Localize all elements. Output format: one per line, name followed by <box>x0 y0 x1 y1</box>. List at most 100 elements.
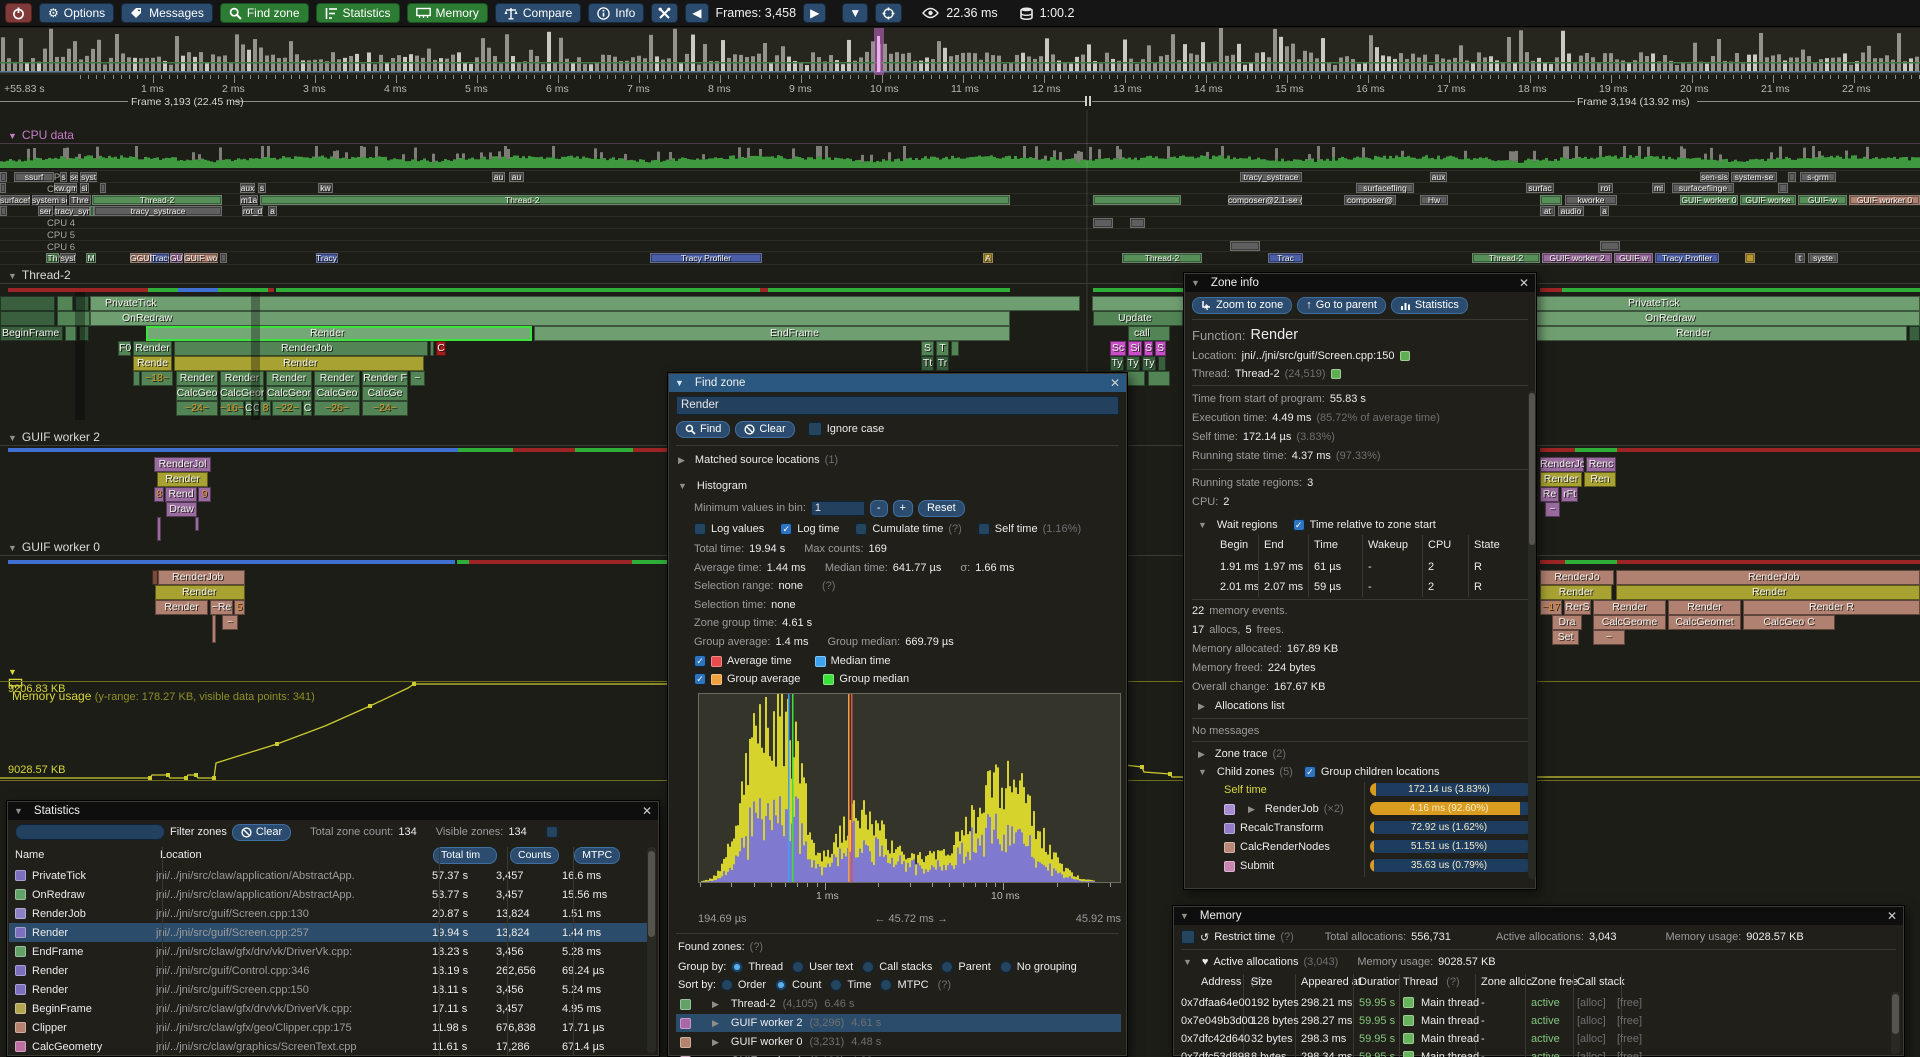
collapse-triangle-icon[interactable]: ▼ <box>675 378 684 388</box>
collapse-triangle-icon[interactable]: ▼ <box>1183 957 1192 967</box>
cpu-zone-chip[interactable]: rot_d <box>242 206 263 217</box>
memory-scrollbar[interactable] <box>1891 992 1900 1054</box>
compare-button[interactable]: Compare <box>494 3 582 23</box>
zone[interactable] <box>152 570 158 585</box>
zone[interactable]: Render <box>176 371 218 386</box>
expand-triangle-icon[interactable]: ▶ <box>1198 700 1205 711</box>
memory-panel-titlebar[interactable]: ▼ Memory ✕ <box>1174 907 1903 925</box>
cpu-zone-chip[interactable] <box>1130 217 1145 228</box>
zone[interactable]: C <box>245 401 252 416</box>
time-ruler[interactable]: +55.83 s 1 ms 2 ms 3 ms 4 ms 5 ms 6 ms 7 ms 8 ms… <box>0 75 1920 95</box>
cpu-zone-chip[interactable]: surfac <box>1526 183 1554 194</box>
zone[interactable]: RenderJo <box>1540 457 1584 472</box>
cpu-zone-chip[interactable] <box>90 206 94 217</box>
memory-column-call-stack[interactable]: Call stack <box>1577 976 1625 988</box>
zone[interactable]: CalcGeome <box>220 386 264 401</box>
zone[interactable]: ~17 <box>1540 600 1562 615</box>
log-time-checkbox[interactable]: ✓ <box>780 523 793 535</box>
zone[interactable]: C <box>436 341 446 356</box>
memory-button[interactable]: Memory <box>406 3 488 23</box>
info-button[interactable]: Info <box>588 3 645 23</box>
self-time-checkbox[interactable] <box>977 523 990 535</box>
time-relative-checkbox[interactable]: ✓ <box>1292 519 1305 531</box>
cpu-zone-chip[interactable]: s <box>258 183 266 194</box>
filter-zones-input[interactable] <box>15 824 165 840</box>
sort-by-time[interactable] <box>830 979 843 991</box>
options-button[interactable]: ⚙ Options <box>39 3 115 23</box>
cpu-zone-chip[interactable]: M <box>86 252 96 263</box>
cpu-zone-chip[interactable]: sysl <box>60 252 76 263</box>
child-zones-label[interactable]: Child zones <box>1216 766 1275 778</box>
cpu-zone-chip[interactable]: composer@2.1-se (Hw <box>1228 194 1302 205</box>
stats-row[interactable]: CalcGeometry jni/../jni/src/claw/graphics… <box>9 1037 655 1056</box>
cpu-zone-chip[interactable]: Thread-2 <box>92 194 222 205</box>
messages-button[interactable]: Messages <box>121 3 213 23</box>
zone[interactable] <box>1450 311 1920 326</box>
wait-regions-label[interactable]: Wait regions <box>1216 519 1278 531</box>
zone[interactable]: S <box>1144 341 1153 356</box>
memory-column-zone-alloc[interactable]: Zone alloc <box>1481 976 1532 988</box>
zone[interactable]: C <box>253 401 259 416</box>
zone[interactable]: CalcGeo C <box>1743 615 1835 630</box>
zone[interactable]: CalcGe <box>362 386 408 401</box>
memory-column-duration[interactable]: Duration <box>1359 976 1401 988</box>
cpu-zone-chip[interactable]: m1a <box>240 194 258 205</box>
zone[interactable]: Tt <box>921 356 934 371</box>
zone[interactable]: Renc <box>1586 457 1616 472</box>
group-by-thread[interactable] <box>731 961 744 973</box>
cpu-zone-chip[interactable]: Thread-2 <box>1472 252 1540 263</box>
zone[interactable] <box>1616 585 1920 600</box>
histogram-section-label[interactable]: Histogram <box>696 480 748 492</box>
stats-row[interactable]: PrivateTick jni/../jni/src/claw/applicati… <box>9 866 655 885</box>
cpu-zone-chip[interactable]: ssurf <box>14 171 54 182</box>
zone[interactable] <box>1909 326 1920 341</box>
group-children-checkbox[interactable]: ✓ <box>1303 766 1316 778</box>
zone[interactable] <box>0 311 55 326</box>
cpu-zone-chip[interactable]: tracy_systrace <box>94 206 222 217</box>
zone[interactable]: ~ <box>1593 630 1625 645</box>
active-allocations-header[interactable]: Active allocations <box>1213 956 1299 968</box>
zone[interactable] <box>65 326 77 341</box>
zone[interactable] <box>1148 371 1170 386</box>
zone[interactable] <box>118 341 131 356</box>
cpu-zone-chip[interactable]: GUIF worke <box>1740 194 1796 205</box>
child-zone-row[interactable]: Submit <box>1224 858 1274 874</box>
go-to-frame-button[interactable]: ▼ <box>842 3 869 23</box>
zone[interactable]: CalcGeome <box>1593 615 1666 630</box>
memory-column-zone-free[interactable]: Zone free <box>1531 976 1579 988</box>
cpu-zone-chip[interactable]: a <box>268 206 277 217</box>
column-header-total-time[interactable]: Total tim <box>433 846 497 864</box>
memory-row[interactable]: 0x7e049b3d00 128 bytes 298.27 ms 59.95 s Mai… <box>1181 1015 1643 1027</box>
cpu-zone-chip[interactable] <box>100 183 106 194</box>
close-icon[interactable]: ✕ <box>1886 909 1897 923</box>
zone[interactable]: Draw <box>166 502 197 517</box>
zone[interactable]: ~ <box>1545 502 1560 517</box>
thread-header[interactable]: ▼ GUIF worker 0 <box>8 540 100 554</box>
location-value[interactable]: jni/../jni/src/guif/Screen.cpp:150 <box>1241 350 1395 362</box>
zone[interactable] <box>57 296 73 311</box>
zone[interactable]: RenderJol <box>154 457 211 472</box>
cpu-zone-chip[interactable]: sen-sis <box>1700 171 1729 182</box>
zone[interactable]: Render R <box>1743 600 1920 615</box>
column-header-mtpc[interactable]: MTPC <box>574 846 621 864</box>
zone-info-titlebar[interactable]: ▼ Zone info ✕ <box>1185 274 1535 292</box>
log-values-checkbox[interactable] <box>694 523 706 535</box>
cpu-zone-chip[interactable]: kworke <box>1565 194 1617 205</box>
frame-label-left[interactable]: Frame 3,193 (22.45 ms) <box>131 96 244 108</box>
sort-by-count[interactable] <box>775 979 788 991</box>
cpu-zone-chip[interactable] <box>0 183 6 194</box>
cpu-zone-chip[interactable]: Tracy <box>151 252 169 263</box>
cpu-zone-chip[interactable]: composer@ <box>1344 194 1396 205</box>
find-zone-button[interactable]: Find zone <box>219 3 309 23</box>
zone[interactable]: Sc <box>1110 341 1126 356</box>
cpu-zone-chip[interactable]: system se <box>32 194 67 205</box>
cpu-zone-chip[interactable]: kw.gm <box>54 183 77 194</box>
legend-checkbox[interactable]: ✓ <box>694 655 706 667</box>
stats-option-checkbox[interactable] <box>545 826 558 838</box>
cpu-zone-chip[interactable]: GGUIF <box>130 252 151 263</box>
memory-row[interactable]: 0x7dfc42d640 32 bytes 298.3 ms 59.95 s Main … <box>1181 1033 1643 1045</box>
sort-by-mtpc[interactable] <box>880 979 893 991</box>
found-zone-row[interactable]: ▶GUIF worker 1(3,192)4.39 s <box>676 1052 1121 1057</box>
zone[interactable] <box>430 341 434 356</box>
zone[interactable] <box>0 326 63 341</box>
